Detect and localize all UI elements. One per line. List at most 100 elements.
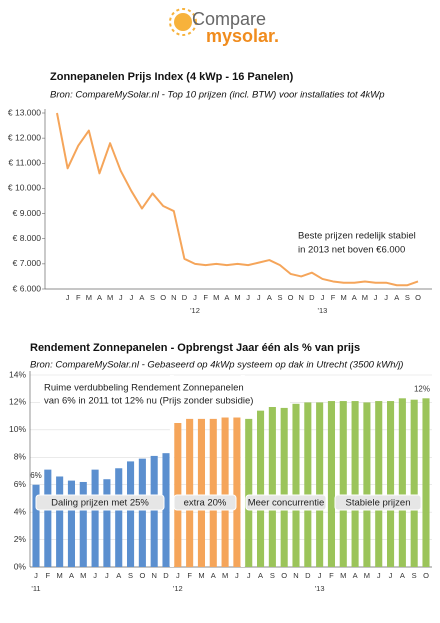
x-tick-label: D (305, 571, 311, 580)
x-tick-label: A (352, 293, 357, 302)
x-tick-label: N (293, 571, 298, 580)
x-tick-label: O (139, 571, 145, 580)
bar (316, 402, 324, 567)
x-tick-label: A (353, 571, 358, 580)
x-tick-label: J (235, 571, 239, 580)
x-tick-label: F (76, 293, 81, 302)
x-tick-label: A (69, 571, 74, 580)
y-tick-label: 10% (9, 424, 26, 434)
annotation-box (245, 494, 327, 511)
bar (197, 418, 205, 567)
x-tick-label: N (171, 293, 176, 302)
x-tick-label: M (341, 293, 347, 302)
x-year-label: '11 (31, 584, 40, 593)
bar (186, 418, 194, 567)
x-tick-label: S (270, 571, 275, 580)
x-tick-label: J (318, 571, 322, 580)
chart-title: Zonnepanelen Prijs Index (4 kWp - 16 Pan… (50, 71, 294, 83)
annotation: Stabiele prijzen (346, 498, 411, 509)
x-tick-label: J (384, 293, 388, 302)
bar (221, 417, 229, 567)
annotation: Meer concurrentie (248, 498, 325, 509)
bar (257, 410, 265, 567)
bar (32, 484, 40, 567)
annotation: Daling prijzen met 25% (51, 498, 149, 509)
chart-title: Rendement Zonnepanelen - Opbrengst Jaar … (30, 342, 360, 354)
bar (209, 418, 217, 567)
annotation: Ruime verdubbeling Rendement Zonnepanele… (44, 383, 244, 394)
x-tick-label: S (150, 293, 155, 302)
value-label: 6% (30, 471, 42, 480)
x-tick-label: S (128, 571, 133, 580)
y-tick-label: € 13.000 (8, 107, 41, 117)
x-tick-label: A (211, 571, 216, 580)
x-tick-label: A (267, 293, 272, 302)
bar (162, 453, 170, 567)
bar (138, 458, 146, 567)
x-tick-label: J (321, 293, 325, 302)
y-tick-label: 6% (14, 479, 27, 489)
x-tick-label: J (193, 293, 197, 302)
x-tick-label: F (187, 571, 192, 580)
bar (363, 402, 371, 567)
x-tick-label: A (224, 293, 229, 302)
x-tick-label: M (80, 571, 86, 580)
y-tick-label: 8% (14, 452, 27, 462)
logo: Compare mysolar. (169, 8, 279, 46)
x-tick-label: D (182, 293, 188, 302)
bar (292, 403, 300, 567)
annotation: Beste prijzen redelijk stabiel (298, 231, 416, 242)
bar (398, 398, 406, 567)
bar (127, 461, 135, 567)
bar (422, 398, 430, 567)
x-tick-label: A (258, 571, 263, 580)
logo-compare: Compare (192, 9, 266, 29)
x-tick-label: F (331, 293, 336, 302)
bar (410, 399, 418, 567)
x-tick-label: J (93, 571, 97, 580)
x-tick-label: J (374, 293, 378, 302)
x-tick-label: M (362, 293, 368, 302)
x-tick-label: J (247, 571, 251, 580)
separator (240, 375, 245, 567)
y-tick-label: € 12.000 (8, 132, 41, 142)
x-tick-label: J (119, 293, 123, 302)
y-tick-label: € 10.000 (8, 183, 41, 193)
bar (304, 402, 312, 567)
x-tick-label: M (57, 571, 63, 580)
x-tick-label: J (257, 293, 261, 302)
x-tick-label: J (176, 571, 180, 580)
x-tick-label: A (139, 293, 144, 302)
bar (150, 455, 158, 567)
x-tick-label: D (163, 571, 169, 580)
bar (387, 401, 395, 567)
y-tick-label: 14% (9, 369, 26, 379)
x-tick-label: A (400, 571, 405, 580)
x-tick-label: J (246, 293, 250, 302)
x-tick-label: F (203, 293, 208, 302)
bar (233, 417, 241, 567)
chart-subtitle: Bron: CompareMySolar.nl - Top 10 prijzen… (50, 90, 385, 101)
x-year-label: '13 (318, 306, 328, 315)
logo-mysolar: mysolar. (206, 26, 279, 46)
line-series (56, 112, 419, 287)
annotation: in 2013 net boven €6.000 (298, 245, 405, 256)
x-tick-label: M (107, 293, 113, 302)
x-year-label: '13 (315, 584, 325, 593)
x-tick-label: M (234, 293, 240, 302)
annotation-box (40, 381, 290, 407)
x-tick-label: J (389, 571, 393, 580)
bar (56, 476, 64, 567)
x-tick-label: M (86, 293, 92, 302)
bar (91, 469, 99, 567)
x-tick-label: F (329, 571, 334, 580)
y-tick-label: € 7.000 (13, 258, 42, 268)
x-tick-label: A (116, 571, 121, 580)
y-tick-label: 0% (14, 561, 27, 571)
x-tick-label: O (281, 571, 287, 580)
annotation-box (35, 494, 165, 511)
y-tick-label: 2% (14, 534, 27, 544)
separator (169, 375, 174, 567)
x-tick-label: S (277, 293, 282, 302)
